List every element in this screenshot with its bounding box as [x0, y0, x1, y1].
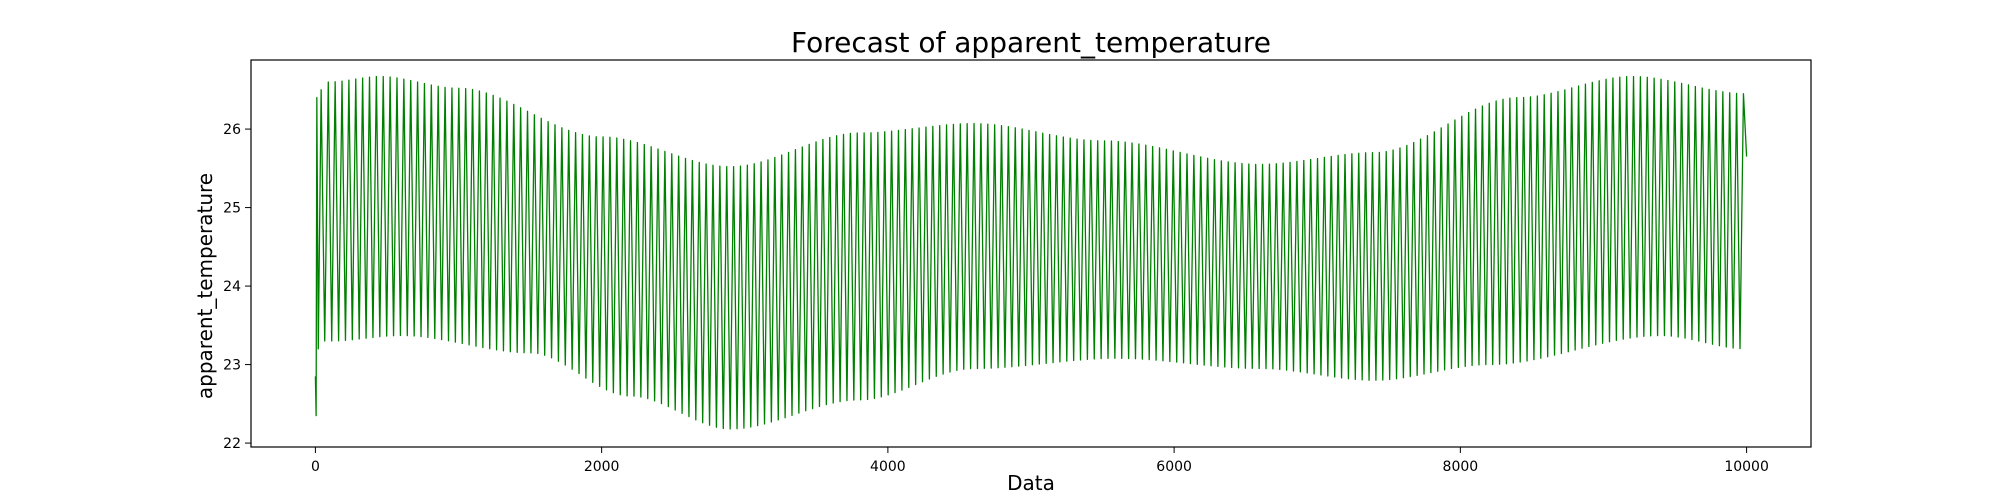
- y-tick-label: 26: [223, 122, 241, 138]
- x-axis-label: Data: [1007, 471, 1055, 495]
- x-tick-label: 6000: [1156, 459, 1192, 475]
- x-tick-label: 10000: [1724, 459, 1769, 475]
- x-axis: 0 2000 4000 6000 8000 10000: [311, 447, 1769, 475]
- y-tick-label: 24: [223, 279, 241, 295]
- x-tick-label: 0: [311, 459, 320, 475]
- y-axis-label: apparent_temperature: [193, 173, 217, 399]
- chart-title: Forecast of apparent_temperature: [791, 26, 1271, 59]
- plot-frame: [250, 59, 1812, 448]
- y-tick-label: 23: [223, 358, 241, 374]
- x-tick-label: 8000: [1443, 459, 1479, 475]
- plot-area: [314, 75, 1748, 430]
- y-tick-label: 25: [223, 201, 241, 217]
- x-tick-label: 4000: [870, 459, 906, 475]
- series-line-0: [314, 75, 1748, 430]
- x-tick-label: 2000: [584, 459, 620, 475]
- y-axis: 22 23 24 25 26: [223, 122, 251, 452]
- y-tick-label: 22: [223, 436, 241, 452]
